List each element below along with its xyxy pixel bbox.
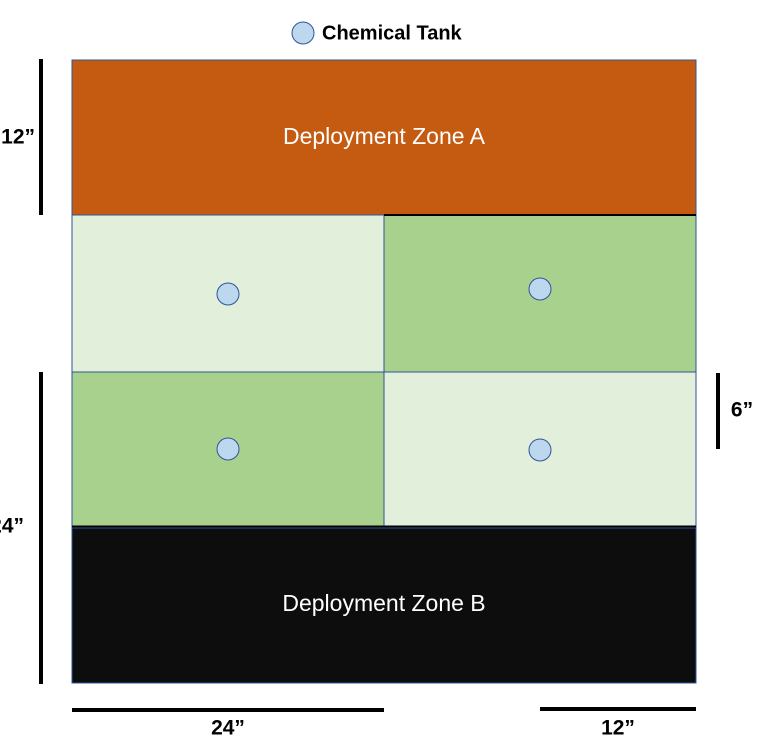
legend-label: Chemical Tank — [322, 22, 463, 44]
zone-a-label: Deployment Zone A — [283, 123, 486, 149]
dimension-label: 24” — [0, 515, 24, 538]
deployment-zone-a — [71, 59, 697, 216]
chemical-tank — [216, 282, 240, 306]
chemical-tank — [216, 437, 240, 461]
dimension-label: 12” — [1, 126, 35, 149]
chemical-tank — [528, 438, 552, 462]
dimension-label: 24” — [211, 717, 245, 740]
dimension-label: 6” — [731, 399, 753, 422]
legend-icon — [291, 21, 315, 45]
dimension-label: 12” — [601, 717, 635, 740]
zone-b-label: Deployment Zone B — [282, 590, 485, 616]
chemical-tank — [528, 277, 552, 301]
deployment-zone-b — [71, 527, 697, 684]
